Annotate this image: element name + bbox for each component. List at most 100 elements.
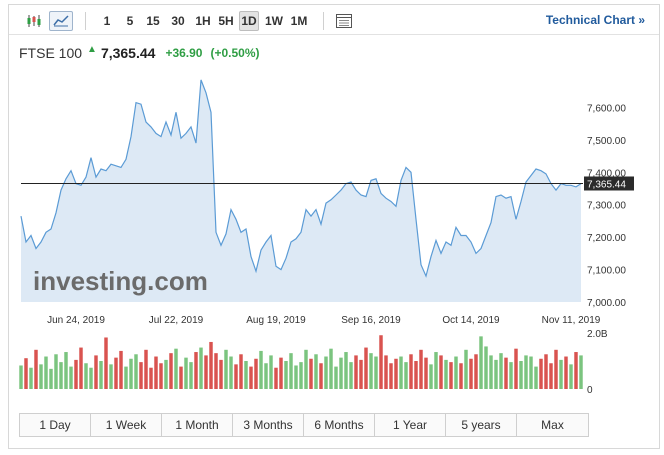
volume-bar bbox=[119, 350, 123, 389]
volume-bar bbox=[104, 337, 108, 389]
volume-bar bbox=[509, 362, 513, 389]
price-change: +36.90 bbox=[165, 46, 203, 60]
toolbar-separator bbox=[323, 12, 324, 30]
range-3-months[interactable]: 3 Months bbox=[233, 414, 304, 436]
quote-header: FTSE 100 ▲ 7,365.44 +36.90 (+0.50%) bbox=[19, 43, 260, 63]
volume-bar bbox=[19, 365, 23, 389]
watermark-logo: investing.com bbox=[33, 266, 208, 296]
timeframe-5[interactable]: 5 bbox=[126, 14, 134, 28]
y-tick-label: 7,500.00 bbox=[587, 136, 626, 147]
volume-bar bbox=[329, 348, 333, 389]
timeframe-30[interactable]: 30 bbox=[171, 14, 185, 28]
volume-bar bbox=[89, 367, 93, 389]
volume-bar bbox=[499, 353, 503, 389]
volume-bar bbox=[24, 358, 28, 389]
price-line bbox=[20, 79, 582, 278]
volume-bar bbox=[289, 353, 293, 389]
timeframe-15[interactable]: 15 bbox=[146, 14, 160, 28]
range-1-year[interactable]: 1 Year bbox=[375, 414, 446, 436]
volume-bar bbox=[449, 362, 453, 389]
volume-bar bbox=[179, 366, 183, 389]
timeframe-1[interactable]: 1 bbox=[103, 14, 111, 28]
volume-bar bbox=[29, 367, 33, 389]
volume-bar bbox=[429, 364, 433, 389]
volume-bar bbox=[389, 363, 393, 389]
volume-bar bbox=[84, 363, 88, 389]
volume-bar bbox=[434, 352, 438, 389]
panel-icon[interactable] bbox=[333, 11, 355, 31]
volume-bar bbox=[549, 363, 553, 389]
volume-bar bbox=[39, 364, 43, 389]
volume-bar bbox=[544, 354, 548, 389]
technical-chart-link[interactable]: Technical Chart » bbox=[545, 13, 645, 27]
timeframe-1h[interactable]: 1H bbox=[195, 14, 211, 28]
x-tick-label: Aug 19, 2019 bbox=[246, 315, 306, 326]
volume-bar bbox=[394, 358, 398, 389]
volume-bar bbox=[374, 356, 378, 389]
range-max[interactable]: Max bbox=[517, 414, 588, 436]
volume-bar bbox=[354, 355, 358, 389]
volume-bar bbox=[209, 341, 213, 389]
volume-bar bbox=[554, 349, 558, 389]
volume-bar bbox=[69, 366, 73, 389]
range-5-years[interactable]: 5 years bbox=[446, 414, 517, 436]
candlestick-icon[interactable] bbox=[23, 11, 45, 31]
volume-bar bbox=[479, 336, 483, 389]
volume-bar bbox=[79, 347, 83, 389]
volume-bar bbox=[539, 358, 543, 389]
instrument-name: FTSE 100 bbox=[19, 45, 83, 61]
x-tick-label: Oct 14, 2019 bbox=[442, 315, 500, 326]
y-tick-label: 7,000.00 bbox=[587, 298, 626, 309]
volume-bar bbox=[284, 361, 288, 389]
timeframe-1d[interactable]: 1D bbox=[239, 11, 259, 31]
volume-bar bbox=[529, 356, 533, 389]
volume-bar bbox=[294, 365, 298, 389]
volume-bar bbox=[149, 367, 153, 389]
volume-bar bbox=[359, 359, 363, 389]
volume-bar bbox=[159, 363, 163, 389]
range-6-months[interactable]: 6 Months bbox=[304, 414, 375, 436]
volume-bar bbox=[369, 353, 373, 389]
timeframe-1w[interactable]: 1W bbox=[265, 14, 283, 28]
volume-bar bbox=[259, 350, 263, 389]
volume-bar bbox=[439, 355, 443, 389]
volume-bar bbox=[239, 354, 243, 389]
range-1-week[interactable]: 1 Week bbox=[91, 414, 162, 436]
volume-bar bbox=[489, 355, 493, 389]
volume-bar bbox=[324, 356, 328, 389]
timeframe-5h[interactable]: 5H bbox=[218, 14, 234, 28]
timeframe-1m[interactable]: 1M bbox=[290, 14, 308, 28]
volume-bar bbox=[409, 354, 413, 389]
volume-bar bbox=[564, 356, 568, 389]
volume-bar bbox=[524, 355, 528, 389]
area-chart-icon[interactable] bbox=[49, 11, 73, 31]
y-tick-label: 7,300.00 bbox=[587, 201, 626, 212]
range-1-day[interactable]: 1 Day bbox=[20, 414, 91, 436]
range-1-month[interactable]: 1 Month bbox=[162, 414, 233, 436]
volume-bar bbox=[139, 362, 143, 389]
range-selector: 1 Day 1 Week 1 Month 3 Months 6 Months 1 Year… bbox=[19, 413, 589, 437]
volume-bar bbox=[404, 362, 408, 389]
volume-bar bbox=[44, 356, 48, 389]
volume-bar bbox=[384, 355, 388, 389]
volume-bar bbox=[199, 347, 203, 389]
volume-bar bbox=[419, 349, 423, 389]
volume-bar bbox=[299, 362, 303, 389]
volume-tick-label: 0 bbox=[587, 385, 593, 396]
current-price-tag bbox=[584, 176, 634, 191]
volume-bar bbox=[304, 349, 308, 389]
volume-bar bbox=[154, 356, 158, 389]
volume-bar bbox=[274, 367, 278, 389]
price-chart[interactable]: investing.com7,600.007,500.007,400.007,3… bbox=[9, 5, 659, 405]
volume-bar bbox=[59, 362, 63, 389]
volume-bar bbox=[519, 361, 523, 389]
x-tick-label: Nov 11, 2019 bbox=[542, 315, 601, 326]
volume-bar bbox=[74, 359, 78, 389]
volume-bar bbox=[474, 354, 478, 389]
volume-bar bbox=[124, 366, 128, 389]
y-tick-label: 7,600.00 bbox=[587, 103, 626, 114]
volume-bar bbox=[574, 352, 578, 389]
volume-bar bbox=[444, 359, 448, 389]
volume-bar bbox=[264, 363, 268, 389]
volume-bar bbox=[534, 366, 538, 389]
